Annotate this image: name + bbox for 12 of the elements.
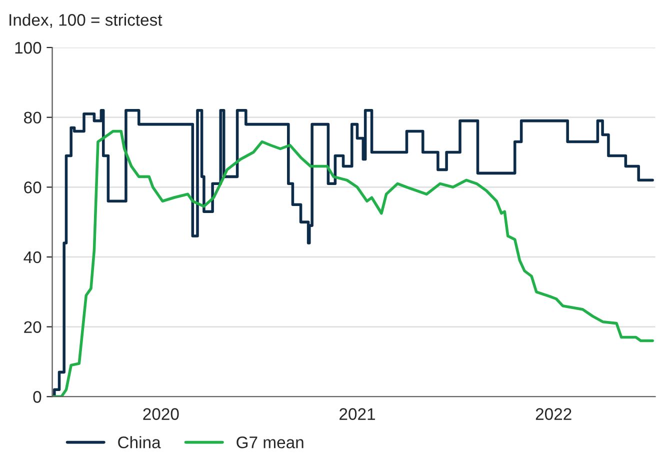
- x-tick-label: 2020: [143, 408, 179, 420]
- y-axis-title: Index, 100 = strictest: [10, 14, 162, 28]
- y-tick-label: 20: [24, 321, 42, 334]
- y-tick-label: 100: [15, 42, 42, 54]
- legend-label: China: [118, 436, 161, 448]
- x-tick-label: 2022: [536, 408, 572, 420]
- y-tick-label: 80: [24, 112, 42, 124]
- y-tick-label: 60: [24, 182, 42, 194]
- y-tick-label: 0: [33, 391, 42, 403]
- y-tick-label: 40: [24, 251, 42, 264]
- x-tick-label: 2021: [340, 408, 375, 420]
- legend-label: G7 mean: [236, 436, 304, 448]
